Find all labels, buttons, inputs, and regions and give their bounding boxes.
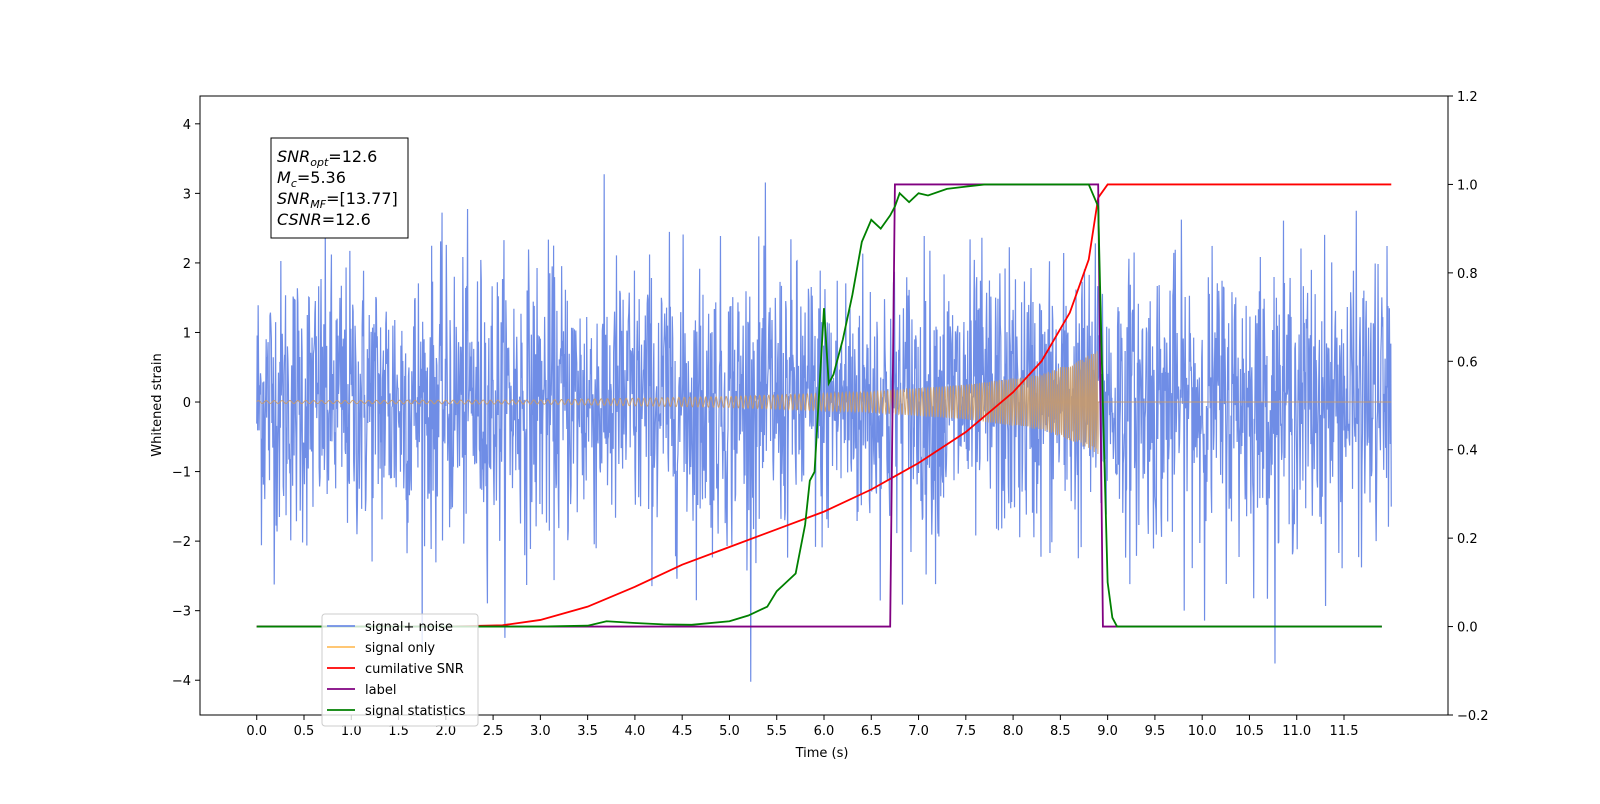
series-signal-only bbox=[256, 351, 1392, 454]
x-tick-label: 7.0 bbox=[908, 724, 929, 739]
x-tick-label: 4.5 bbox=[672, 724, 693, 739]
x-tick-label: 5.0 bbox=[719, 724, 740, 739]
legend: signal+ noise signal only cumilative SNR la… bbox=[321, 613, 479, 727]
x-tick-label: 3.0 bbox=[530, 724, 551, 739]
legend-label: label bbox=[365, 683, 396, 698]
y-tick-label-left: −3 bbox=[172, 605, 191, 620]
legend-label: signal only bbox=[365, 641, 435, 656]
legend-label: cumilative SNR bbox=[365, 662, 464, 677]
x-tick-label: 4.0 bbox=[625, 724, 646, 739]
y-tick-label-left: 1 bbox=[183, 326, 191, 341]
info-box-line: SNRopt=12.6 bbox=[277, 147, 377, 169]
y-axis-title: Whitened strain bbox=[150, 353, 165, 456]
x-tick-label: 7.5 bbox=[955, 724, 976, 739]
info-box-frame bbox=[270, 137, 409, 239]
x-tick-label: 0.0 bbox=[246, 724, 267, 739]
y-tick-label-left: −4 bbox=[172, 674, 191, 689]
x-tick-label: 10.5 bbox=[1235, 724, 1264, 739]
x-tick-label: 1.0 bbox=[341, 724, 362, 739]
x-tick-label: 2.0 bbox=[435, 724, 456, 739]
info-box-line: SNRMF=[13.77] bbox=[277, 189, 398, 211]
x-tick-label: 10.0 bbox=[1188, 724, 1217, 739]
legend-label: signal+ noise bbox=[365, 620, 453, 635]
x-tick-label: 6.0 bbox=[814, 724, 835, 739]
x-tick-label: 1.5 bbox=[388, 724, 409, 739]
series-signal-noise bbox=[256, 174, 1392, 682]
y-tick-label-right: 0.8 bbox=[1457, 267, 1478, 282]
info-box-line: CSNR=12.6 bbox=[277, 210, 371, 229]
y-tick-label-left: −2 bbox=[172, 535, 191, 550]
y-tick-label-left: 0 bbox=[183, 396, 191, 411]
x-tick-label: 5.5 bbox=[766, 724, 787, 739]
x-tick-label: 8.5 bbox=[1050, 724, 1071, 739]
x-axis: 0.0 0.5 1.0 1.5 2.0 2.5 3.0 3.5 4.0 4.5 5.0 5.5 6.0 6… bbox=[246, 715, 1358, 739]
series-cumilative-snr bbox=[256, 183, 1392, 628]
y-tick-label-right: −0.2 bbox=[1457, 709, 1489, 724]
x-axis-title: Time (s) bbox=[795, 746, 849, 761]
x-tick-label: 11.0 bbox=[1282, 724, 1311, 739]
y-tick-label-right: 0.2 bbox=[1457, 532, 1478, 547]
x-tick-label: 0.5 bbox=[294, 724, 315, 739]
x-tick-label: 9.0 bbox=[1097, 724, 1118, 739]
y-tick-label-left: −1 bbox=[172, 466, 191, 481]
y-tick-label-left: 4 bbox=[183, 118, 191, 133]
x-tick-label: 6.5 bbox=[861, 724, 882, 739]
series-signal-statistics bbox=[256, 183, 1382, 628]
x-tick-label: 2.5 bbox=[483, 724, 504, 739]
x-tick-label: 8.0 bbox=[1003, 724, 1024, 739]
legend-label: signal statistics bbox=[365, 704, 466, 719]
x-tick-label: 9.5 bbox=[1145, 724, 1166, 739]
x-tick-label: 3.5 bbox=[577, 724, 598, 739]
left-y-axis: 4 3 2 1 0 −1 −2 −3 −4 bbox=[172, 118, 200, 689]
legend-frame bbox=[321, 613, 479, 727]
y-tick-label-left: 2 bbox=[183, 257, 191, 272]
y-tick-label-right: 0.4 bbox=[1457, 444, 1478, 459]
y-tick-label-left: 3 bbox=[183, 187, 191, 202]
y-tick-label-right: 1.2 bbox=[1457, 90, 1478, 105]
info-box-line: Mc=5.36 bbox=[277, 168, 346, 190]
right-y-axis: 1.2 1.0 0.8 0.6 0.4 0.2 0.0 −0.2 bbox=[1448, 90, 1489, 724]
y-tick-label-right: 0.6 bbox=[1457, 355, 1478, 370]
y-tick-label-right: 0.0 bbox=[1457, 621, 1478, 636]
x-tick-label: 11.5 bbox=[1330, 724, 1359, 739]
y-tick-label-right: 1.0 bbox=[1457, 178, 1478, 193]
